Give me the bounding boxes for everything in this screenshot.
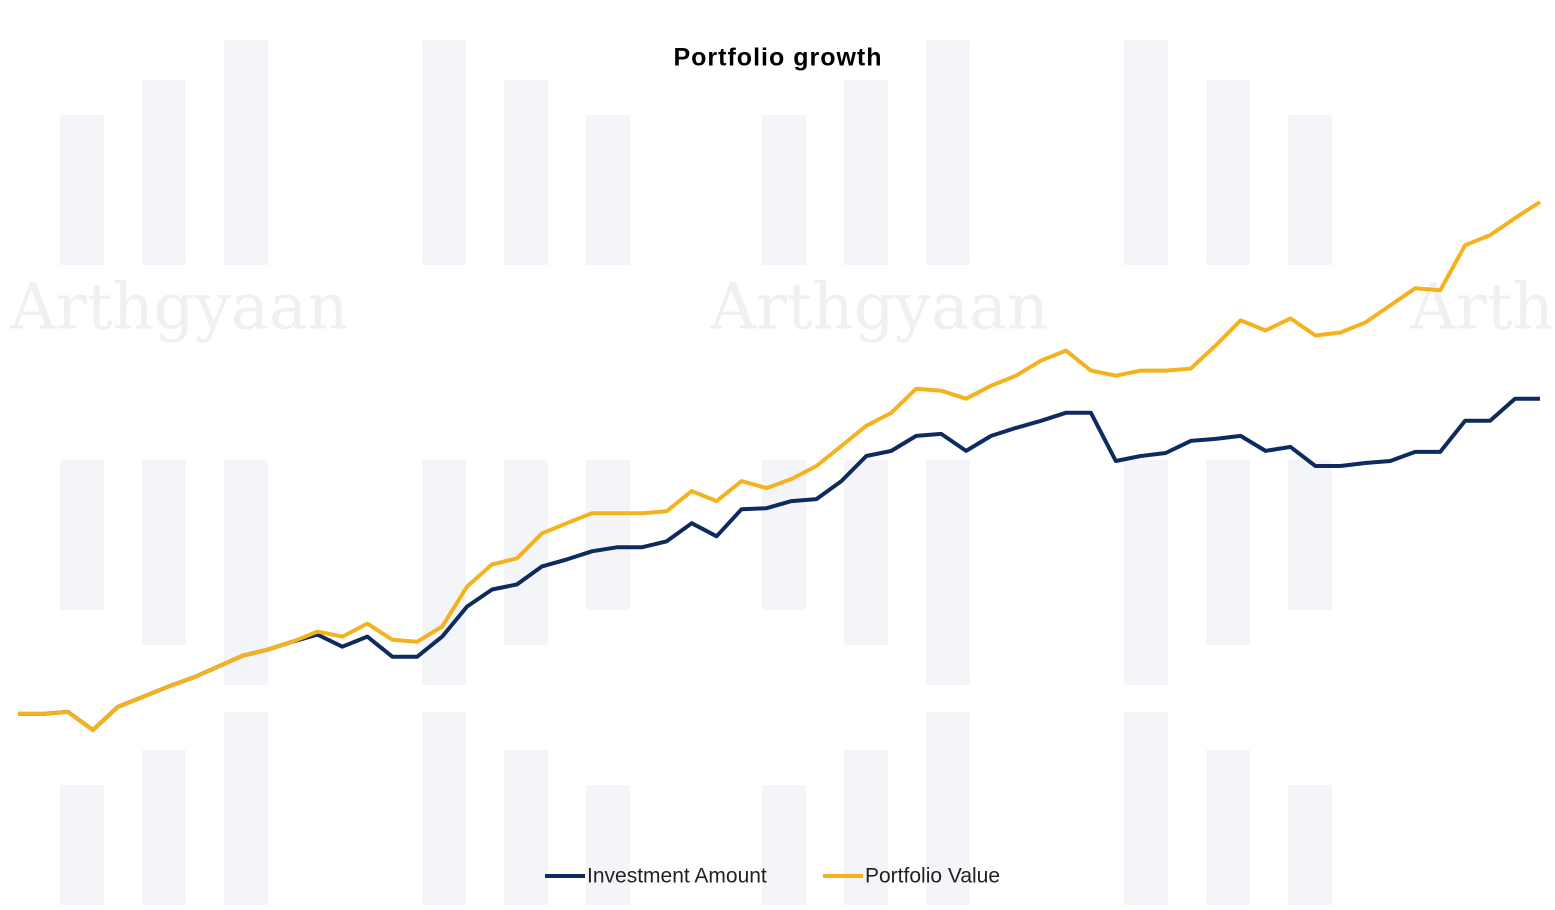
watermark-bars: [60, 40, 1332, 905]
plot: [18, 200, 1542, 732]
legend: Investment Amount Portfolio Value: [545, 865, 1000, 888]
chart-title: Portfolio growth: [673, 44, 882, 72]
watermark: Arthgyaan: [1409, 271, 1555, 345]
legend-label: Portfolio Value: [865, 865, 1000, 888]
watermark: Arthgyaan: [709, 271, 1048, 345]
legend-label: Investment Amount: [587, 865, 767, 888]
series-line: [18, 200, 1542, 732]
watermark: Arthgyaan: [9, 271, 348, 345]
